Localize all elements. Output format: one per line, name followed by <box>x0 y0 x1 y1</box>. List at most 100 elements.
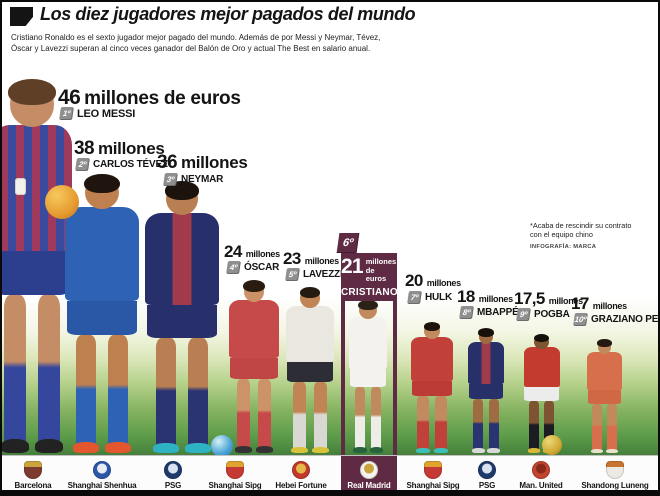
player-figure-tevez <box>56 173 148 454</box>
team-cell-shanghai-sipg: Shanghai Sipg <box>204 456 266 494</box>
rank-badge: 5º <box>285 268 300 281</box>
salary-value: 18 <box>457 287 475 306</box>
player-head <box>8 78 56 127</box>
team-cell-real-madrid: Real Madrid <box>341 456 397 494</box>
player-figure-mbappe <box>463 327 509 454</box>
player-name: CARLOS TÉVEZ* <box>93 159 172 170</box>
player-name: HULK <box>425 292 452 303</box>
rank-badge: 7º <box>407 291 422 304</box>
subtitle: Cristiano Ronaldo es el sexto jugador me… <box>11 33 380 54</box>
rank-badge: 3º <box>163 173 178 186</box>
salary-unit: millones <box>426 278 461 288</box>
salary-label-oscar: 24 millones <box>224 242 280 262</box>
team-cell-barcelona: Barcelona <box>2 456 64 494</box>
salary-value: 36 <box>157 152 178 173</box>
shanghai-sipg-crest-icon <box>424 461 442 479</box>
team-cell-shandong-luneng: Shandong Luneng <box>572 456 658 494</box>
soccer-ball-icon <box>45 185 79 219</box>
team-cell-psg-2: PSG <box>464 456 510 494</box>
subtitle-line2: Óscar y Lavezzi superan al cinco veces g… <box>11 43 371 53</box>
rank-badge-cristiano: 6º <box>336 233 360 253</box>
player-name: POGBA <box>534 309 570 320</box>
player-figure-pogba <box>519 334 564 453</box>
team-bar: Barcelona Shanghai Shenhua PSG Shanghai … <box>2 455 658 494</box>
rank-badge: 8º <box>459 306 474 319</box>
team-name: Barcelona <box>14 481 52 490</box>
salary-value: 38 <box>74 138 95 159</box>
salary-value: 20 <box>405 271 423 290</box>
player-name: MBAPPÉ <box>477 307 519 318</box>
section-bullet-icon <box>10 7 33 26</box>
team-name: Shanghai Sipg <box>208 481 262 490</box>
rank-row-pelle: 10º GRAZIANO PELLÈ <box>573 313 658 326</box>
barcelona-crest-icon <box>24 461 42 479</box>
soccer-ball-icon <box>542 435 562 455</box>
salary-unit: millones <box>180 153 248 172</box>
highlight-column-left-border <box>341 300 345 455</box>
salary-unit: millones <box>304 256 339 266</box>
salary-value: 46 <box>58 86 81 109</box>
salary-value: 17,5 <box>514 289 545 308</box>
team-cell-shanghai-shenhua: Shanghai Shenhua <box>64 456 140 494</box>
rank-row-pogba: 9º POGBA <box>516 308 570 321</box>
salary-unit: millones <box>97 139 165 158</box>
team-name: Shanghai Sipg <box>406 481 460 490</box>
team-cell-shanghai-sipg-2: Shanghai Sipg <box>402 456 464 494</box>
rank-row-tevez: 2º CARLOS TÉVEZ* <box>75 158 172 171</box>
player-figure-hulk <box>406 321 458 453</box>
rank-badge: 10º <box>573 313 588 326</box>
laliga-patch-icon <box>15 178 26 195</box>
rank-row-neymar: 3º NEYMAR <box>163 173 224 186</box>
salary-label-tevez: 38 millones <box>74 138 165 160</box>
rank-row-lavezzi: 5º LAVEZZI <box>285 268 343 281</box>
salary-label-messi: 46 millones de euros <box>58 86 241 110</box>
real-madrid-crest-icon <box>360 461 378 479</box>
salary-value: 21 <box>341 255 364 278</box>
rank-badge: 9º <box>516 308 531 321</box>
player-figure-messi <box>2 78 82 453</box>
salary-value: 24 <box>224 242 242 261</box>
rank-row-oscar: 4º ÓSCAR <box>226 261 280 274</box>
soccer-ball-icon <box>211 435 233 457</box>
team-cell-man-united: Man. United <box>510 456 572 494</box>
salary-unit: millones de euros <box>84 88 241 109</box>
man-united-crest-icon <box>532 461 550 479</box>
rank-row-messi: 1º LEO MESSI <box>59 107 136 120</box>
player-figure-oscar <box>223 279 285 454</box>
team-cell-psg: PSG <box>142 456 204 494</box>
highlight-column-right-border <box>393 300 397 455</box>
infographic-credit: INFOGRAFÍA: MARCA <box>530 243 597 250</box>
salary-unit: millones <box>245 249 280 259</box>
footnote-line1: *Acaba de rescindir su contrato <box>530 221 632 230</box>
player-name: CRISTIANO <box>341 286 398 298</box>
salary-label-lavezzi: 23 millones <box>283 249 339 269</box>
player-figure-pelle <box>583 339 626 453</box>
salary-label-hulk: 20 millones <box>405 271 461 291</box>
salary-unit: millones <box>548 296 583 306</box>
shandong-luneng-crest-icon <box>606 461 624 479</box>
team-name: Man. United <box>519 481 563 490</box>
page-title: Los diez jugadores mejor pagados del mun… <box>40 4 416 24</box>
salary-label-mbappe: 18 millones <box>457 287 513 307</box>
hebei-fortune-crest-icon <box>292 461 310 479</box>
salary-unit: millones <box>592 301 627 311</box>
subtitle-line1: Cristiano Ronaldo es el sexto jugador me… <box>11 33 381 42</box>
team-cell-hebei-fortune: Hebei Fortune <box>268 456 334 494</box>
footnote: *Acaba de rescindir su contrato con el e… <box>530 221 658 252</box>
rank-badge: 1º <box>59 107 74 120</box>
team-name: PSG <box>478 481 496 490</box>
shanghai-shenhua-crest-icon <box>93 461 111 479</box>
bottom-border <box>2 490 658 494</box>
salary-unit-line2: de euros <box>365 265 387 284</box>
player-name: ÓSCAR <box>244 262 280 273</box>
player-name: LEO MESSI <box>77 107 136 120</box>
player-figure-cristiano <box>344 299 392 453</box>
team-name: Real Madrid <box>347 481 391 490</box>
team-name: PSG <box>164 481 182 490</box>
player-name: NEYMAR <box>181 174 224 185</box>
cristiano-highlight-box: 21 millones de euros CRISTIANO <box>341 253 398 301</box>
rank-row-hulk: 7º HULK <box>407 291 452 304</box>
salary-label-neymar: 36 millones <box>157 152 248 174</box>
team-name: Hebei Fortune <box>275 481 327 490</box>
salary-value: 23 <box>283 249 301 268</box>
